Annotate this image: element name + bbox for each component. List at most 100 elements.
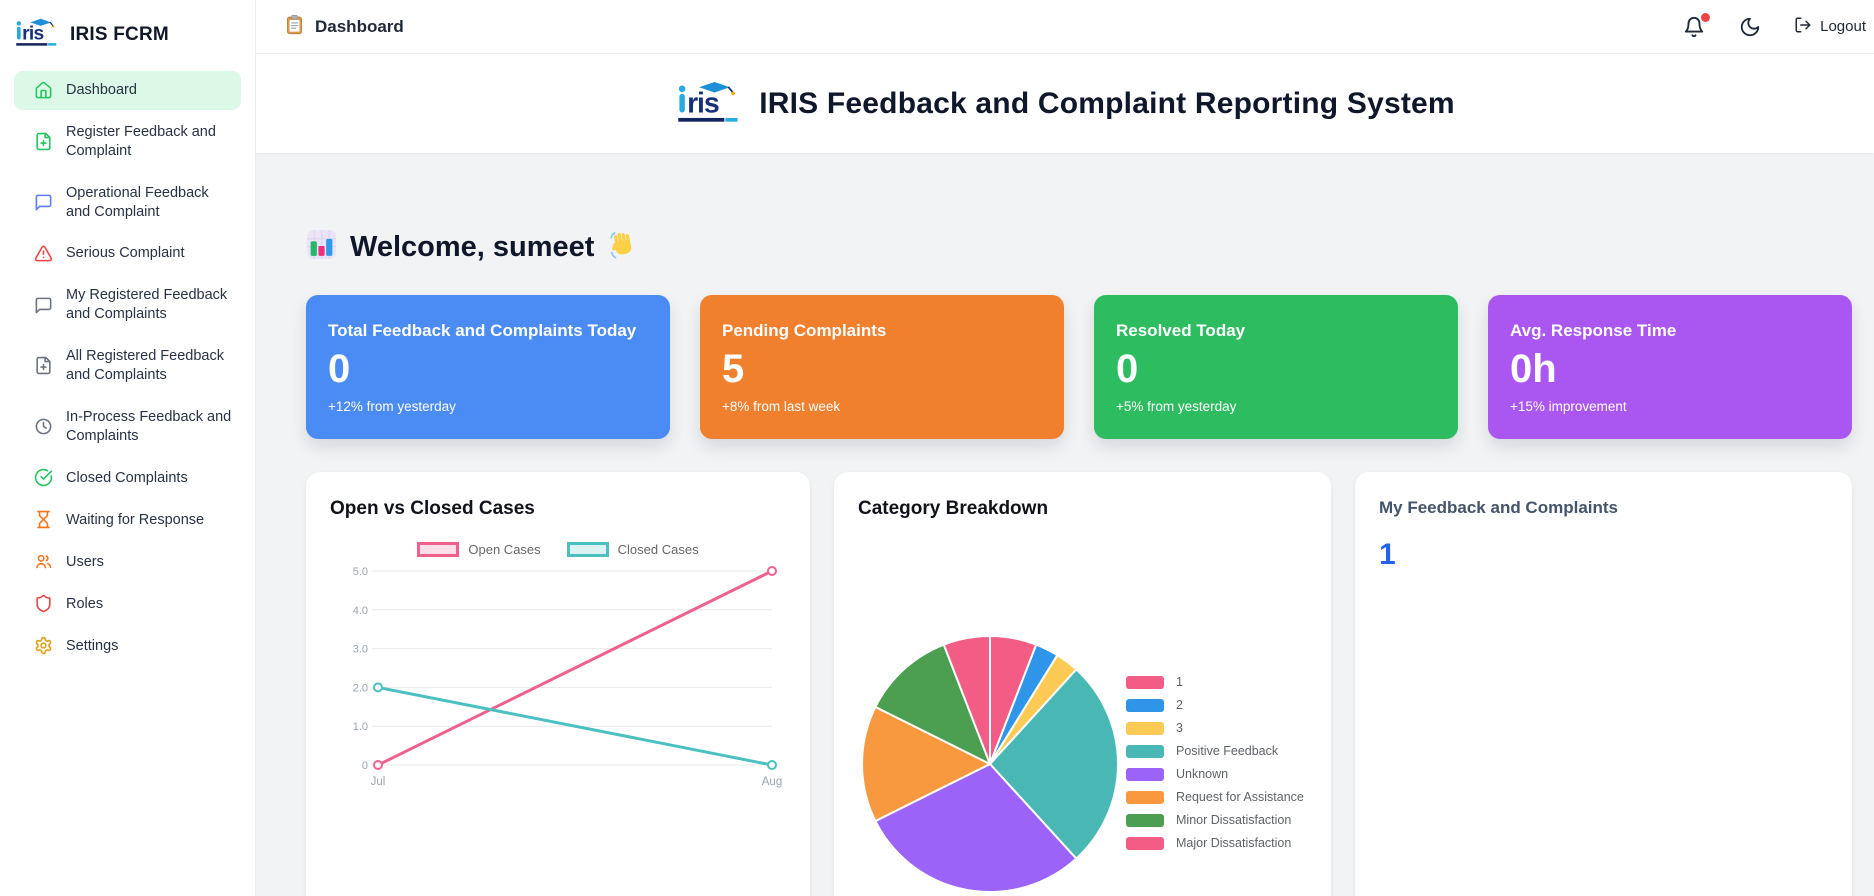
legend-swatch (1126, 790, 1164, 804)
file-plus-icon (34, 356, 53, 375)
banner-title: IRIS Feedback and Complaint Reporting Sy… (759, 86, 1455, 120)
stat-value: 0 (328, 347, 351, 391)
legend-swatch (1126, 698, 1164, 712)
sidebar-item-roles[interactable]: Roles (14, 584, 241, 623)
notifications-button[interactable] (1682, 12, 1711, 39)
bar-chart-emoji (306, 229, 337, 265)
legend-label: 1 (1176, 675, 1183, 689)
chat-icon (34, 193, 53, 212)
sidebar-item-label: Dashboard (66, 82, 137, 99)
sidebar-item-waiting-response[interactable]: Waiting for Response (14, 500, 241, 539)
charts-row: Open vs Closed Cases Open Cases Closed Ca… (306, 472, 1852, 896)
main-column: Dashboard (256, 0, 1874, 896)
pie-chart (861, 635, 1119, 893)
svg-text:1.0: 1.0 (353, 721, 368, 733)
legend-label: 3 (1176, 721, 1183, 735)
legend-label: Positive Feedback (1176, 744, 1279, 758)
legend-label: 2 (1176, 698, 1183, 712)
alert-triangle-icon (34, 244, 53, 263)
sidebar-item-label: Serious Complaint (66, 245, 185, 262)
stat-value: 5 (722, 347, 745, 391)
sidebar-item-serious-complaint[interactable]: Serious Complaint (14, 234, 241, 273)
clock-icon (34, 417, 53, 436)
sidebar-item-label: In-Process Feedback and Complaints (66, 408, 232, 444)
sidebar-item-label: All Registered Feedback and Complaints (66, 348, 224, 383)
open-closed-chart-card: Open vs Closed Cases Open Cases Closed Ca… (306, 472, 810, 896)
svg-text:Aug: Aug (762, 776, 782, 788)
legend-item[interactable]: Closed Cases (566, 542, 699, 557)
legend-label: Closed Cases (617, 542, 699, 557)
svg-text:Jul: Jul (371, 776, 386, 788)
app-title: IRIS FCRM (70, 23, 169, 45)
legend-swatch (1126, 675, 1164, 689)
sidebar: ris IRIS FCRM Dashboard Register Feedbac… (0, 0, 256, 896)
legend-item[interactable]: Open Cases (417, 542, 541, 557)
welcome-row: Welcome, sumeet (306, 229, 1852, 265)
sidebar-item-my-registered[interactable]: My Registered Feedback and Complaints (14, 276, 241, 334)
sidebar-item-operational-feedback[interactable]: Operational Feedback and Complaint (14, 174, 241, 232)
sidebar-item-settings[interactable]: Settings (14, 626, 241, 665)
sidebar-item-label: My Registered Feedback and Complaints (66, 287, 228, 323)
file-plus-icon (34, 132, 53, 151)
legend-swatch (1126, 721, 1164, 735)
dark-mode-toggle[interactable] (1738, 15, 1762, 39)
topbar: Dashboard (256, 0, 1874, 54)
chart-title: Open vs Closed Cases (330, 498, 535, 519)
legend-item[interactable]: 3 (1126, 721, 1304, 735)
category-breakdown-card: Category Breakdown 1 2 3 Positive Feedback U… (834, 472, 1331, 896)
my-feedback-count: 1 (1379, 538, 1396, 571)
stats-row: Total Feedback and Complaints Today 0 +1… (306, 295, 1852, 439)
clipboard-icon (284, 14, 305, 40)
stat-title: Pending Complaints (722, 321, 887, 340)
waving-hand-emoji (607, 229, 638, 265)
gear-icon (34, 636, 53, 655)
stat-card-2: Resolved Today 0 +5% from yesterday (1094, 295, 1458, 439)
sidebar-item-users[interactable]: Users (14, 542, 241, 581)
legend-swatch (1126, 813, 1164, 827)
sidebar-item-closed-complaints[interactable]: Closed Complaints (14, 458, 241, 497)
svg-text:3.0: 3.0 (353, 644, 368, 656)
home-icon (34, 81, 53, 100)
legend-label: Unknown (1176, 767, 1229, 781)
sidebar-item-label: Waiting for Response (66, 511, 205, 528)
legend-item[interactable]: 2 (1126, 698, 1304, 712)
legend-swatch (1126, 744, 1164, 758)
iris-logo-large: ris (675, 78, 743, 130)
topbar-actions: Logout (1682, 12, 1866, 39)
sidebar-item-label: Users (66, 553, 104, 570)
legend-item[interactable]: 1 (1126, 675, 1304, 689)
legend-item[interactable]: Unknown (1126, 767, 1304, 781)
hourglass-icon (34, 510, 53, 529)
legend-item[interactable]: Major Dissatisfaction (1126, 836, 1304, 850)
logout-icon (1794, 16, 1812, 38)
page-title: Dashboard (315, 16, 404, 36)
shield-icon (34, 594, 53, 613)
svg-text:5.0: 5.0 (353, 566, 368, 578)
legend-label: Request for Assistance (1176, 790, 1304, 804)
brand: ris IRIS FCRM (0, 10, 255, 67)
logout-button[interactable]: Logout (1794, 16, 1866, 38)
stat-subtext: +8% from last week (722, 399, 841, 414)
iris-logo: ris (14, 16, 60, 53)
sidebar-item-dashboard[interactable]: Dashboard (14, 71, 241, 110)
stat-subtext: +12% from yesterday (328, 399, 456, 414)
svg-text:0: 0 (362, 760, 368, 772)
legend-item[interactable]: Positive Feedback (1126, 744, 1304, 758)
sidebar-item-all-registered[interactable]: All Registered Feedback and Complaints (14, 337, 241, 395)
stat-value: 0h (1510, 347, 1557, 391)
dashboard-content: Welcome, sumeet (256, 153, 1874, 896)
sidebar-item-register-feedback[interactable]: Register Feedback and Complaint (14, 113, 241, 171)
legend-swatch (566, 542, 609, 557)
pie-chart-legend: 1 2 3 Positive Feedback Unknown Request for A… (1126, 675, 1304, 850)
legend-item[interactable]: Minor Dissatisfaction (1126, 813, 1304, 827)
check-circle-icon (34, 468, 53, 487)
stat-card-3: Avg. Response Time 0h +15% improvement (1488, 295, 1852, 439)
chart-title: Category Breakdown (858, 498, 1049, 519)
bell-icon (1682, 16, 1706, 38)
stat-card-1: Pending Complaints 5 +8% from last week (700, 295, 1064, 439)
legend-item[interactable]: Request for Assistance (1126, 790, 1304, 804)
stat-subtext: +15% improvement (1510, 399, 1627, 414)
sidebar-item-in-process[interactable]: In-Process Feedback and Complaints (14, 398, 241, 456)
sidebar-item-label: Roles (66, 595, 104, 612)
